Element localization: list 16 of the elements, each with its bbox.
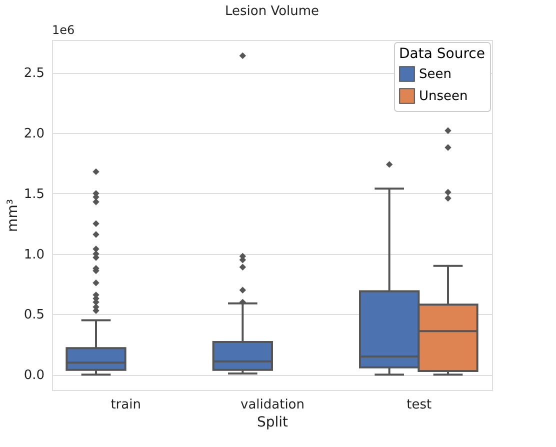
- x-tick-label: validation: [240, 398, 305, 412]
- chart-title: Lesion Volume: [224, 4, 320, 19]
- legend-label: Seen: [419, 67, 452, 82]
- legend-label: Unseen: [419, 89, 468, 104]
- x-tick-label: test: [406, 398, 432, 412]
- x-tick-label: train: [110, 398, 141, 412]
- y-axis-title: mm³: [4, 199, 21, 232]
- y-tick-label: 0.5: [24, 308, 44, 323]
- text: 1e6: [52, 23, 75, 37]
- y-tick-label: 1.0: [24, 247, 44, 262]
- y-tick-label: 2.5: [24, 66, 44, 82]
- x-axis-title: Split: [256, 414, 289, 430]
- y-tick-label: 2.0: [24, 126, 44, 142]
- legend-title: Data Source: [399, 46, 485, 62]
- y-tick-label: 1.5: [24, 186, 44, 202]
- y-tick-label: 0.0: [24, 368, 44, 384]
